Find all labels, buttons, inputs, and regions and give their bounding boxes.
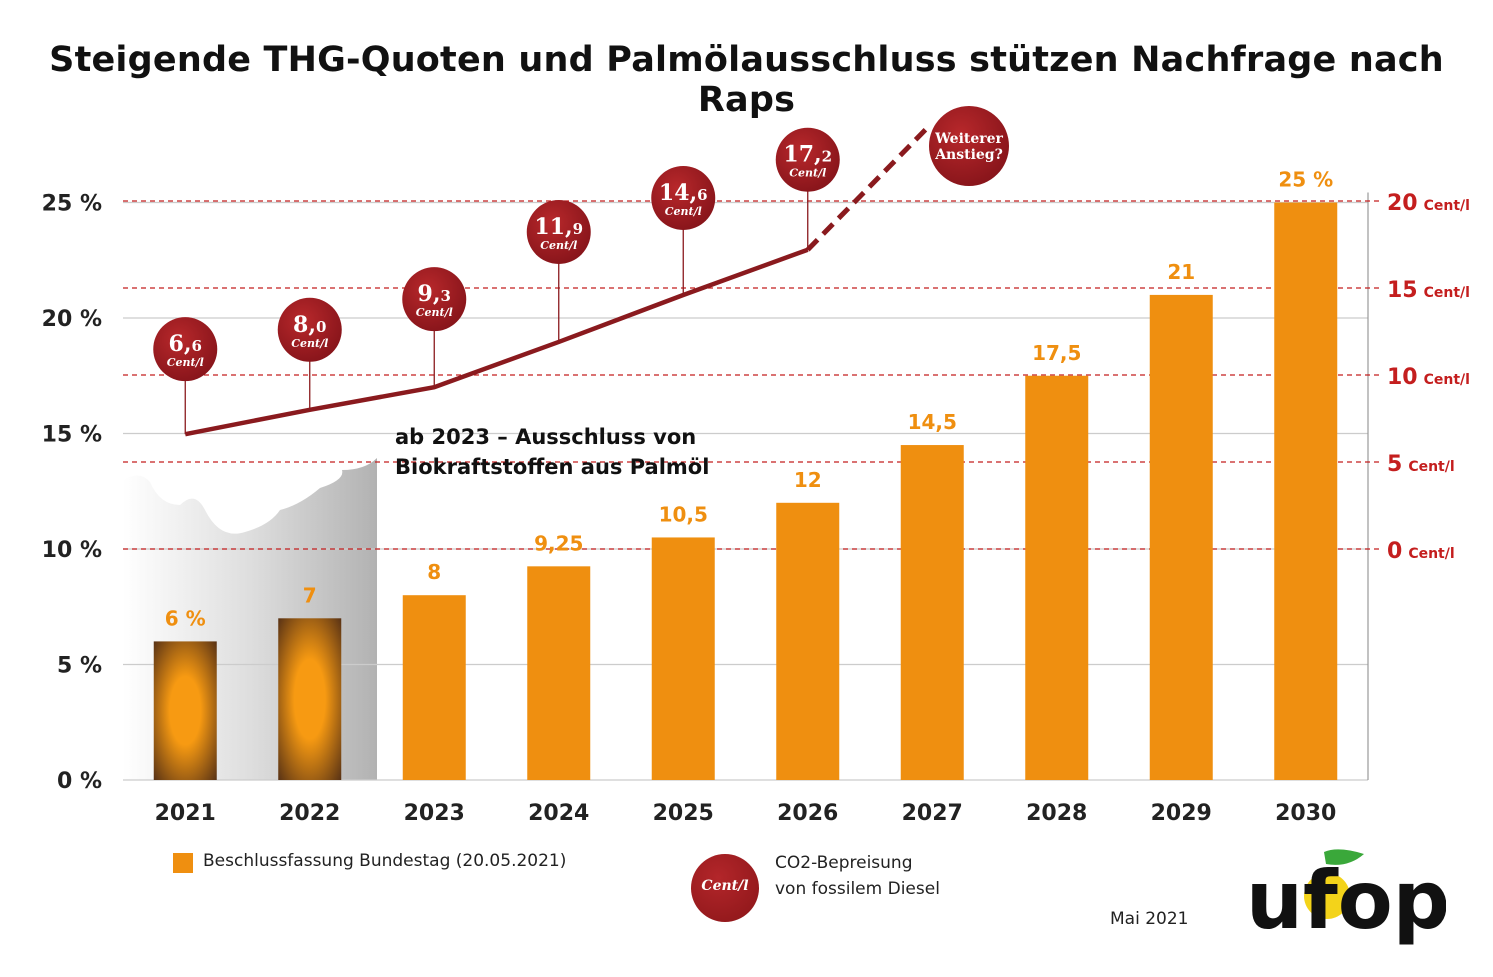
price-tick-label: 15 bbox=[1387, 278, 1418, 303]
projection-bubble bbox=[929, 106, 1009, 186]
price-tick-label: 0 bbox=[1387, 539, 1402, 564]
x-tick-label: 2023 bbox=[404, 801, 465, 826]
x-tick-label: 2029 bbox=[1151, 801, 1212, 826]
price-bubble bbox=[526, 199, 591, 264]
logo-text: ufop bbox=[1246, 854, 1446, 947]
projection-bubble-text: Weiterer bbox=[934, 131, 1003, 147]
legend-co2-sublabel: von fossilem Diesel bbox=[775, 879, 940, 899]
x-tick-label: 2025 bbox=[653, 801, 714, 826]
legend-bar-swatch bbox=[173, 853, 193, 873]
price-tick-label: 5 bbox=[1387, 452, 1402, 477]
bar bbox=[153, 641, 217, 780]
legend-circle-icon bbox=[691, 854, 759, 922]
price-tick-label: 10 bbox=[1387, 365, 1418, 390]
x-tick-label: 2026 bbox=[777, 801, 838, 826]
y-tick-label: 20 % bbox=[42, 307, 102, 332]
price-bubble bbox=[402, 267, 467, 332]
price-tick-unit: Cent/l bbox=[1424, 198, 1470, 214]
x-tick-label: 2024 bbox=[528, 801, 589, 826]
bar bbox=[651, 537, 715, 780]
bar-value-label: 6 % bbox=[165, 606, 206, 630]
y-tick-label: 10 % bbox=[42, 538, 102, 563]
price-bubble-value: 9,3 bbox=[418, 281, 451, 307]
y-tick-label: 15 % bbox=[42, 423, 102, 448]
co2-projection-line bbox=[805, 126, 930, 252]
bar bbox=[1149, 294, 1213, 780]
bar bbox=[1274, 202, 1338, 780]
y-tick-label: 5 % bbox=[57, 654, 102, 679]
bar-value-label: 12 bbox=[794, 468, 822, 492]
bar bbox=[527, 566, 591, 780]
price-bubble-unit: Cent/l bbox=[167, 356, 204, 369]
bar bbox=[278, 618, 342, 780]
price-bubble-value: 11,9 bbox=[534, 214, 583, 240]
x-tick-label: 2030 bbox=[1275, 801, 1336, 826]
y-tick-label: 0 % bbox=[57, 769, 102, 794]
bar bbox=[402, 595, 466, 780]
price-bubble-value: 6,6 bbox=[169, 331, 202, 357]
price-bubble bbox=[153, 317, 218, 382]
date-label: Mai 2021 bbox=[1110, 909, 1189, 929]
bar-value-label: 8 bbox=[427, 560, 441, 584]
legend-co2-label: CO2-Bepreisung bbox=[775, 853, 913, 873]
price-bubble-unit: Cent/l bbox=[665, 205, 702, 218]
price-bubble bbox=[775, 127, 840, 192]
bar-value-label: 25 % bbox=[1278, 168, 1333, 192]
co2-price-line bbox=[184, 247, 809, 437]
price-bubble-value: 17,2 bbox=[783, 142, 832, 168]
bar-value-label: 10,5 bbox=[659, 502, 708, 526]
price-bubble-unit: Cent/l bbox=[540, 239, 577, 252]
price-tick-unit: Cent/l bbox=[1408, 459, 1454, 475]
bar bbox=[900, 445, 964, 780]
price-bubble-unit: Cent/l bbox=[291, 337, 328, 350]
palm-oil-annotation: Biokraftstoffen aus Palmöl bbox=[395, 455, 709, 479]
x-tick-label: 2028 bbox=[1026, 801, 1087, 826]
x-tick-label: 2027 bbox=[902, 801, 963, 826]
bar bbox=[1025, 375, 1089, 780]
bar-value-label: 17,5 bbox=[1032, 341, 1081, 365]
price-bubble-value: 8,0 bbox=[293, 312, 326, 338]
projection-bubble-text: Anstieg? bbox=[934, 147, 1003, 163]
bar-value-label: 14,5 bbox=[908, 410, 957, 434]
y-tick-label: 25 % bbox=[42, 192, 102, 217]
x-tick-label: 2022 bbox=[279, 801, 340, 826]
bar-value-label: 9,25 bbox=[534, 531, 583, 555]
bar bbox=[776, 502, 840, 780]
price-bubble-value: 14,6 bbox=[659, 180, 708, 206]
price-bubble bbox=[277, 297, 342, 362]
legend-circle-text: Cent/l bbox=[701, 878, 749, 894]
x-tick-label: 2021 bbox=[155, 801, 216, 826]
price-bubble bbox=[651, 165, 716, 230]
price-tick-unit: Cent/l bbox=[1408, 546, 1454, 562]
price-tick-unit: Cent/l bbox=[1424, 285, 1470, 301]
chart-title: Steigende THG-Quoten und Palmölausschlus… bbox=[49, 40, 1444, 120]
price-bubble-unit: Cent/l bbox=[416, 306, 453, 319]
price-tick-label: 20 bbox=[1387, 191, 1418, 216]
price-tick-unit: Cent/l bbox=[1424, 372, 1470, 388]
palm-oil-annotation: ab 2023 – Ausschluss von bbox=[395, 425, 696, 449]
bar-value-label: 7 bbox=[303, 583, 317, 607]
price-bubble-unit: Cent/l bbox=[789, 167, 826, 180]
bar-value-label: 21 bbox=[1167, 260, 1195, 284]
ufop-logo: ufop bbox=[1246, 849, 1446, 947]
legend-bar-label: Beschlussfassung Bundestag (20.05.2021) bbox=[203, 851, 567, 871]
